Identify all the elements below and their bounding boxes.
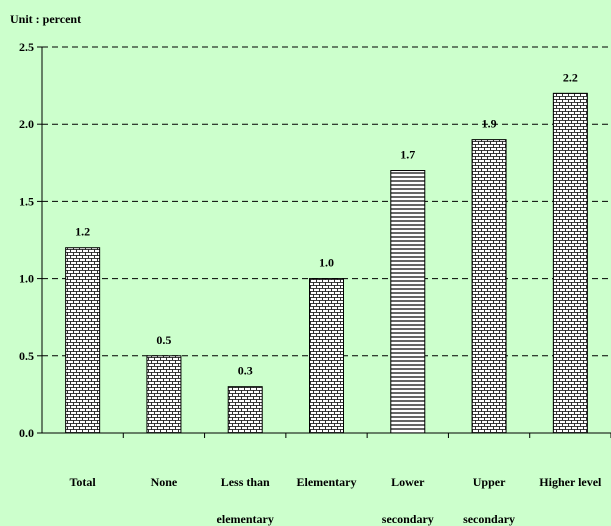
value-label-1: 0.5 [156, 333, 171, 347]
bar-3 [309, 278, 344, 434]
y-tick-label-3: 1.5 [19, 194, 34, 208]
y-tick-label-5: 2.5 [19, 40, 34, 54]
category-label-6-0: Higher level [539, 475, 602, 489]
category-label-4-0: Lower [391, 475, 425, 489]
category-label-5-0: Upper [473, 475, 506, 489]
value-label-4: 1.7 [400, 148, 415, 162]
axis-layer: 0.0 0.5 1.0 1.5 2.0 2.5 [19, 40, 611, 440]
value-label-0: 1.2 [75, 225, 90, 239]
y-tick-label-0: 0.0 [19, 426, 34, 440]
bar-0 [65, 247, 101, 434]
y-tick-label-2: 1.0 [19, 272, 34, 286]
category-label-2-1: elementary [217, 512, 274, 526]
category-label-2-0: Less than [221, 475, 270, 489]
y-tick-label-4: 2.0 [19, 117, 34, 131]
category-label-0-0: Total [70, 475, 97, 489]
y-tick-label-1: 0.5 [19, 349, 34, 363]
bar-2 [227, 386, 263, 434]
value-label-5: 1.9 [482, 117, 497, 131]
bar-5 [471, 139, 507, 434]
bar-4 [390, 170, 426, 434]
bar-layer [65, 92, 588, 434]
category-label-4-1: secondary [382, 512, 434, 526]
value-label-2: 0.3 [238, 364, 253, 378]
label-layer: 1.2 Total 0.5 None 0.3 Less than elementary 1.0… [70, 70, 603, 526]
value-label-3: 1.0 [319, 256, 334, 270]
category-label-5-1: secondary [463, 512, 515, 526]
value-label-6: 2.2 [563, 70, 578, 84]
category-label-3-0: Elementary [297, 475, 357, 489]
bar-6 [552, 92, 588, 434]
category-label-1-0: None [151, 475, 178, 489]
unit-label: Unit : percent [10, 12, 82, 26]
bar-1 [146, 355, 182, 434]
